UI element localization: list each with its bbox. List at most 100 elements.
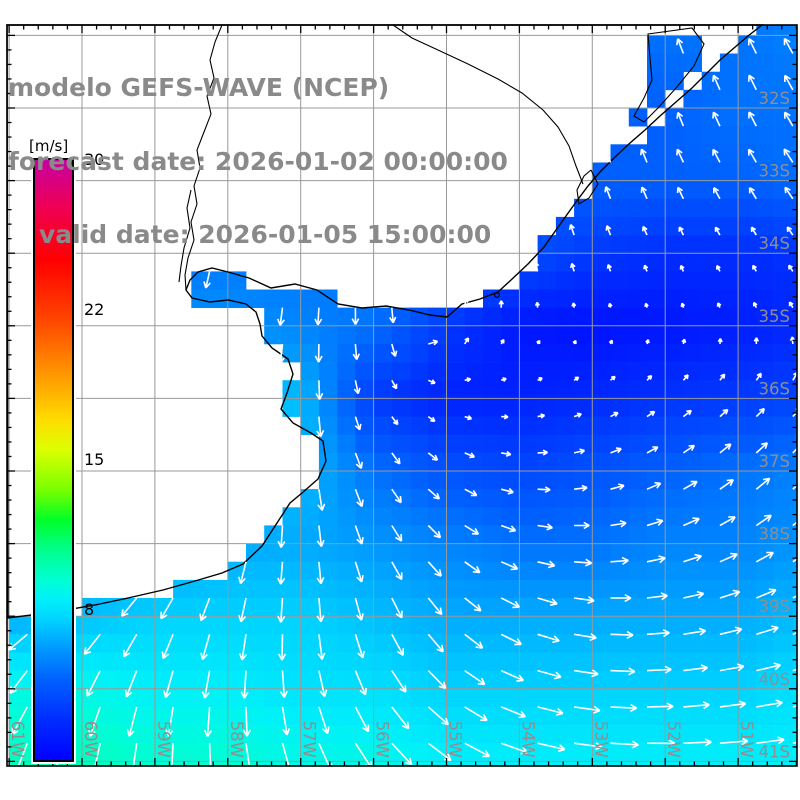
- wind-cell: [300, 579, 320, 599]
- wind-arrow: [755, 477, 771, 490]
- wind-cell: [665, 489, 684, 508]
- colorbar-tick-label: 15: [84, 450, 105, 469]
- wind-cell: [519, 579, 538, 599]
- wind-cell: [391, 434, 411, 454]
- wind-cell: [774, 162, 794, 181]
- wind-cell: [464, 343, 484, 363]
- wind-cell: [774, 706, 794, 726]
- wind-cell: [701, 416, 721, 435]
- wind-cell: [665, 507, 684, 526]
- wind-cell: [701, 398, 721, 417]
- wind-cell: [373, 743, 393, 762]
- wind-arrow: [792, 442, 800, 454]
- wind-cell: [428, 362, 447, 381]
- wind-cell: [610, 543, 630, 563]
- wind-cell: [264, 543, 283, 563]
- wind-arrow: [500, 524, 517, 533]
- wind-cell: [574, 452, 593, 472]
- wind-cell: [446, 652, 466, 671]
- wind-cell: [701, 525, 721, 544]
- wind-cell: [209, 725, 229, 744]
- wind-arrow: [610, 630, 634, 640]
- wind-cell: [592, 743, 611, 762]
- wind-cell: [647, 253, 666, 272]
- wind-arrow: [537, 486, 551, 494]
- wind-cell: [683, 561, 702, 581]
- wind-cell: [701, 616, 721, 635]
- wind-arrow: [712, 111, 721, 127]
- wind-cell: [647, 235, 666, 254]
- wind-arrow: [572, 339, 577, 345]
- wind-cell: [519, 489, 538, 508]
- wind-cell: [592, 525, 611, 544]
- wind-cell: [701, 108, 721, 127]
- wind-cell: [792, 53, 798, 72]
- colorbar-unit-label: [m/s]: [29, 137, 69, 155]
- lat-label: 34S: [759, 234, 790, 253]
- wind-cell: [555, 561, 575, 581]
- wind-cell: [355, 380, 374, 399]
- wind-cell: [555, 725, 575, 744]
- wind-cell: [191, 743, 210, 762]
- wind-cell: [738, 398, 757, 417]
- wind-cell: [628, 108, 648, 127]
- wind-cell: [173, 652, 192, 671]
- wind-arrow: [427, 670, 447, 690]
- wind-cell: [592, 688, 611, 708]
- wind-cell: [410, 507, 429, 526]
- wind-cell: [610, 216, 630, 236]
- wind-cell: [628, 416, 648, 435]
- wind-arrow: [573, 595, 595, 605]
- wind-cell: [410, 525, 429, 544]
- wind-cell: [628, 616, 648, 635]
- wind-cell: [519, 634, 538, 653]
- wind-cell: [410, 670, 429, 690]
- wind-cell: [719, 180, 739, 200]
- wind-cell: [9, 616, 28, 635]
- wind-cell: [300, 561, 320, 581]
- wind-arrow: [609, 375, 616, 381]
- wind-cell: [683, 688, 702, 708]
- wind-arrow: [643, 264, 649, 272]
- wind-cell: [683, 144, 702, 163]
- wind-cell: [683, 416, 702, 435]
- wind-cell: [719, 706, 739, 726]
- wind-cell: [209, 271, 229, 290]
- wind-cell: [665, 398, 684, 417]
- wind-cell: [173, 579, 192, 599]
- wind-cell: [774, 616, 794, 635]
- wind-cell: [592, 489, 611, 508]
- wind-cell: [628, 652, 648, 671]
- wind-cell: [446, 543, 466, 563]
- wind-arrow: [281, 706, 291, 736]
- wind-arrow: [683, 664, 708, 673]
- wind-arrow: [755, 442, 769, 454]
- wind-arrow: [276, 307, 285, 326]
- wind-arrow: [316, 561, 325, 585]
- wind-cell: [665, 598, 684, 617]
- wind-cell: [282, 343, 302, 363]
- wind-cell: [701, 706, 721, 726]
- wind-cell: [173, 743, 192, 762]
- wind-arrow: [317, 489, 326, 511]
- wind-cell: [574, 398, 593, 417]
- wind-cell: [574, 706, 593, 726]
- wind-arrow: [640, 148, 648, 163]
- wind-arrow: [750, 226, 757, 236]
- wind-cell: [483, 579, 502, 599]
- wind-arrow: [784, 74, 794, 91]
- wind-arrow: [316, 525, 325, 548]
- wind-cell: [683, 471, 702, 490]
- wind-cell: [665, 416, 684, 435]
- wind-cell: [665, 271, 684, 290]
- wind-cell: [774, 71, 794, 91]
- wind-arrow: [534, 301, 540, 308]
- wind-cell: [410, 398, 429, 417]
- wind-cell: [647, 289, 666, 308]
- wind-cell: [118, 743, 137, 762]
- wind-cell: [337, 362, 356, 381]
- wind-arrow: [238, 561, 247, 585]
- wind-cell: [792, 253, 798, 272]
- river-line: [184, 24, 223, 291]
- wind-cell: [483, 598, 502, 617]
